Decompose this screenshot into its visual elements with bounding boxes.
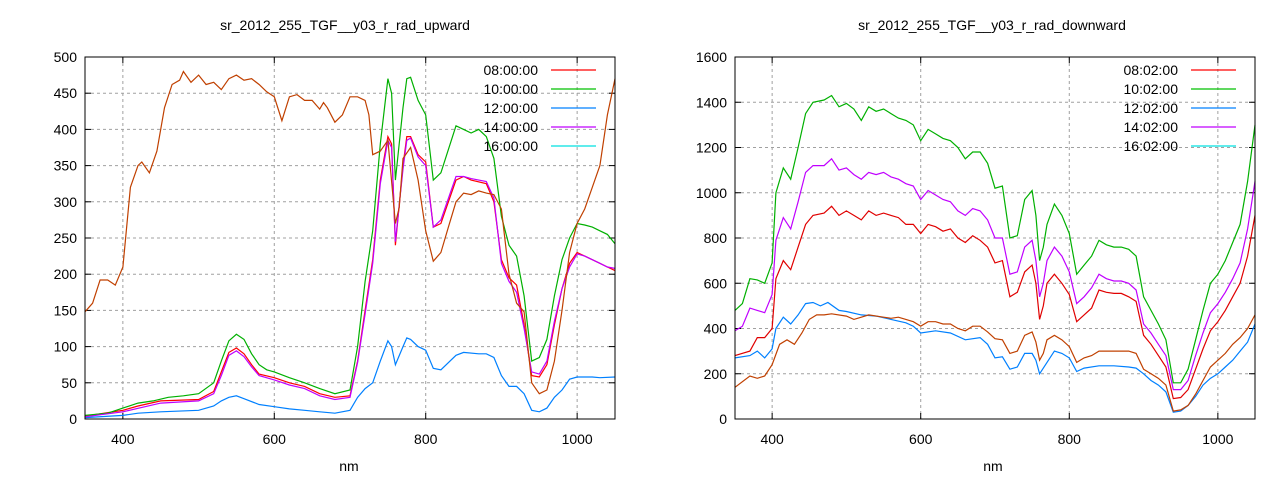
downward-radiance-chart: sr_2012_255_TGF__y03_r_rad_downward nm 0… xyxy=(696,17,1256,474)
y-tick-label: 0 xyxy=(719,411,727,427)
legend-label: 10:00:00 xyxy=(484,81,539,97)
legend-label: 10:02:00 xyxy=(1124,81,1179,97)
y-tick-label: 450 xyxy=(54,85,78,101)
legend-label: 12:02:00 xyxy=(1124,100,1179,116)
x-tick-label: 600 xyxy=(909,431,933,447)
y-tick-label: 150 xyxy=(54,302,78,318)
y-tick-label: 100 xyxy=(54,339,78,355)
series-line-10-02-00 xyxy=(734,94,1256,384)
series-line-08-02-00 xyxy=(734,205,1256,400)
plot-frame xyxy=(734,56,1256,420)
y-tick-label: 0 xyxy=(69,411,77,427)
y-tick-label: 300 xyxy=(54,194,78,210)
series-line-14-00-00 xyxy=(84,137,616,418)
legend-label: 16:00:00 xyxy=(484,138,539,154)
y-tick-label: 600 xyxy=(704,275,728,291)
chart-title: sr_2012_255_TGF__y03_r_rad_downward xyxy=(858,17,1126,33)
x-tick-label: 400 xyxy=(760,431,784,447)
legend-label: 08:00:00 xyxy=(484,62,539,78)
y-tick-label: 1600 xyxy=(696,49,727,65)
chart-title: sr_2012_255_TGF__y03_r_rad_upward xyxy=(220,17,470,33)
y-tick-label: 500 xyxy=(54,49,78,65)
legend: 08:02:00 10:02:00 12:02:00 14:02:00 16:02:00 xyxy=(1124,62,1236,154)
x-tick-label: 600 xyxy=(263,431,287,447)
x-tick-label: 400 xyxy=(111,431,135,447)
x-tick-label: 1000 xyxy=(1202,431,1233,447)
series-line-16-00-00 xyxy=(84,70,616,395)
legend-label: 16:02:00 xyxy=(1124,138,1179,154)
x-tick-label: 1000 xyxy=(562,431,593,447)
series-line-12-02-00 xyxy=(734,301,1256,413)
y-tick-label: 1200 xyxy=(696,140,727,156)
x-axis-label: nm xyxy=(339,458,358,474)
y-tick-label: 800 xyxy=(704,230,728,246)
y-tick-label: 400 xyxy=(54,121,78,137)
series-line-10-00-00 xyxy=(84,76,616,416)
legend-label: 14:00:00 xyxy=(484,119,539,135)
y-tick-label: 200 xyxy=(54,266,78,282)
y-tick-label: 50 xyxy=(61,375,77,391)
y-tick-label: 350 xyxy=(54,158,78,174)
y-tick-label: 200 xyxy=(704,366,728,382)
series-line-08-00-00 xyxy=(84,134,616,417)
series-line-14-02-00 xyxy=(734,157,1256,391)
legend-label: 14:02:00 xyxy=(1124,119,1179,135)
y-tick-label: 250 xyxy=(54,230,78,246)
plot-frame xyxy=(84,56,616,420)
series-line-16-02-00 xyxy=(734,313,1256,412)
upward-radiance-chart: sr_2012_255_TGF__y03_r_rad_upward nm 0 50… xyxy=(54,17,616,474)
y-tick-label: 1400 xyxy=(696,94,727,110)
y-tick-label: 1000 xyxy=(696,185,727,201)
x-tick-label: 800 xyxy=(1058,431,1082,447)
legend-label: 12:00:00 xyxy=(484,100,539,116)
y-tick-label: 400 xyxy=(704,321,728,337)
series-line-12-00-00 xyxy=(84,337,616,419)
legend-label: 08:02:00 xyxy=(1124,62,1179,78)
x-tick-label: 800 xyxy=(414,431,438,447)
legend: 08:00:00 10:00:00 12:00:00 14:00:00 16:00:00 xyxy=(484,62,596,154)
x-axis-label: nm xyxy=(983,458,1002,474)
